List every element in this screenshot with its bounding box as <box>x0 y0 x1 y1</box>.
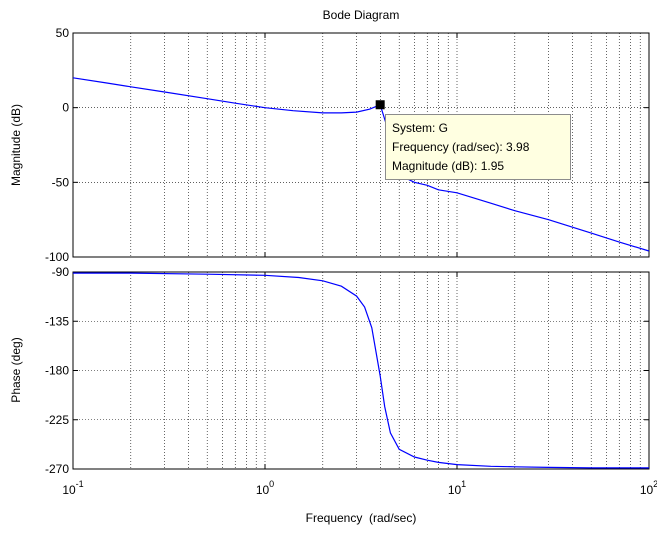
phase-ytick-label: -90 <box>52 265 70 279</box>
phase-ytick-label: -270 <box>45 462 69 476</box>
frequency-xlabel: Frequency (rad/sec) <box>306 511 417 525</box>
phase-ytick-label: -135 <box>45 314 69 328</box>
magnitude-ytick-label: 0 <box>62 101 69 115</box>
frequency-xtick-label: 10-1 <box>62 479 83 497</box>
magnitude-ytick-label: -50 <box>52 175 70 189</box>
datatip-system-line: System: G <box>392 121 449 135</box>
phase-ytick-label: -180 <box>45 364 69 378</box>
magnitude-ytick-label: 50 <box>56 26 70 40</box>
chart-title: Bode Diagram <box>323 8 400 22</box>
phase-series-line <box>73 272 649 469</box>
frequency-xtick-label: 100 <box>256 479 274 497</box>
magnitude-axes <box>72 32 650 258</box>
datatip-marker[interactable] <box>375 100 385 110</box>
datatip-magnitude-line: Magnitude (dB): 1.95 <box>392 159 505 173</box>
phase-ytick-label: -225 <box>45 413 69 427</box>
frequency-xtick-label: 101 <box>448 479 466 497</box>
frequency-xtick-label: 102 <box>640 479 657 497</box>
magnitude-ticks: 50 0 -50 -100 <box>45 26 650 264</box>
phase-ylabel: Phase (deg) <box>9 337 23 402</box>
datatip-frequency-line: Frequency (rad/sec): 3.98 <box>392 140 530 154</box>
phase-grid <box>73 272 649 469</box>
magnitude-ylabel: Magnitude (dB) <box>9 104 23 186</box>
phase-ticks: -90 -135 -180 -225 -270 10-1 100 101 102 <box>45 265 657 497</box>
datatip-tooltip: System: G Frequency (rad/sec): 3.98 Magn… <box>385 114 571 180</box>
magnitude-ytick-label: -100 <box>45 250 69 264</box>
